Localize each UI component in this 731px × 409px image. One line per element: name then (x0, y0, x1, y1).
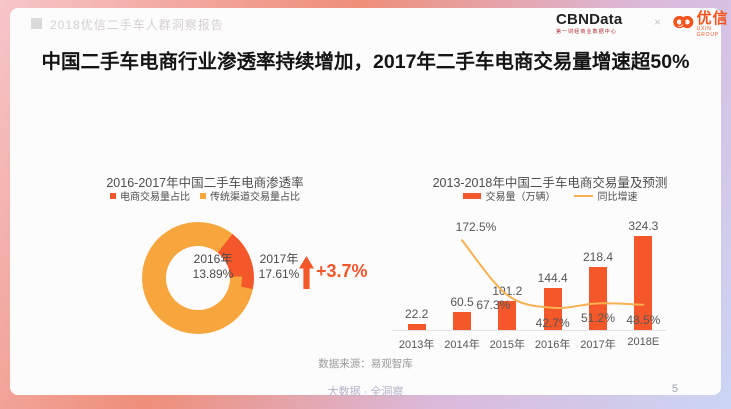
bar-2013年 (407, 323, 426, 330)
bar-chart-plot: 22.2 2013年 60.5 2014年 101.2 2015年 144.4 2016年 21… (392, 216, 666, 351)
donut-2016-value: 13.89% (192, 267, 234, 281)
bar-chart-legend: 交易量（万辆） 同比增速 (400, 188, 700, 203)
growth-value-label: 48.5% (626, 312, 661, 327)
legend-label: 电商交易量占比 (120, 192, 190, 203)
legend-label: 交易量（万辆） (485, 192, 556, 203)
x-axis-label: 2018E (627, 336, 660, 348)
bar-2016年 (543, 288, 562, 330)
bar-value-label: 218.4 (582, 249, 614, 264)
cbndata-logo: CBNData 第一财经商业数据中心 (556, 11, 623, 36)
donut-2016-year: 2016年 (193, 252, 233, 266)
header-square-icon (31, 18, 42, 29)
donut-label-2017: 2017年 17.61% (250, 252, 308, 282)
legend-swatch-line (573, 194, 593, 197)
growth-value-label: 67.3% (476, 298, 511, 312)
uxin-rings-icon (673, 15, 694, 29)
donut-chart-legend: 电商交易量占比 传统渠道交易量占比 (60, 188, 350, 203)
donut-label-2016: 2016年 13.89% (168, 252, 258, 282)
bar-2014年 (453, 312, 471, 330)
uxin-logo: 优信 UXIN GROUP (672, 11, 731, 38)
legend-item-traditional: 传统渠道交易量占比 (200, 188, 300, 203)
x-axis-label: 2014年 (444, 339, 480, 351)
bar-value-label: 22.2 (404, 306, 429, 321)
x-axis-label: 2013年 (398, 339, 435, 351)
growth-line (461, 239, 645, 310)
logo-separator: × (654, 15, 662, 29)
arrow-up-icon (299, 256, 314, 289)
page-number: 5 (671, 383, 678, 395)
donut-2017-year: 2017年 (259, 252, 299, 266)
donut-hole (166, 246, 230, 310)
data-source-note: 数据来源：易观智库 (318, 358, 413, 370)
bar-value-label: 60.5 (450, 295, 474, 310)
delta-label: +3.7% (316, 261, 368, 281)
legend-swatch-bar (462, 192, 481, 199)
cbndata-logo-text: CBNData (556, 11, 623, 28)
x-axis-line (392, 330, 666, 331)
legend-item-growth: 同比增速 (573, 188, 638, 203)
growth-value-label: 42.7% (535, 315, 570, 330)
bar-2015年 (498, 300, 517, 330)
cbndata-logo-subtitle: 第一财经商业数据中心 (556, 29, 618, 35)
growth-value-label: 51.2% (580, 311, 616, 326)
legend-item-volume: 交易量（万辆） (462, 188, 556, 203)
bar-chart-title: 2013-2018年中国二手车电商交易量及预测 (432, 176, 668, 190)
legend-label: 传统渠道交易量占比 (210, 192, 300, 203)
x-axis-label: 2017年 (580, 339, 616, 351)
x-axis-label: 2016年 (534, 339, 571, 351)
bar-2018E (634, 235, 653, 330)
bar-value-label: 324.3 (628, 218, 659, 233)
uxin-logo-text: 优信 (696, 10, 729, 27)
bar-value-label: 144.4 (537, 271, 568, 286)
donut-chart (142, 222, 254, 334)
growth-value-label: 172.5% (455, 220, 497, 235)
legend-swatch-red (110, 192, 116, 199)
report-title: 2018优信二手车人群洞察报告 (50, 18, 224, 32)
legend-label: 同比增速 (597, 192, 638, 203)
donut-chart-title: 2016-2017年中国二手车电商渗透率 (106, 176, 304, 190)
footer-slogan: 大数据 · 全洞察 (327, 386, 404, 398)
page-title: 中国二手车电商行业渗透率持续增加，2017年二手车电商交易量增速超50% (41, 51, 690, 73)
legend-swatch-yellow (200, 192, 206, 199)
bar-2017年 (589, 266, 607, 330)
x-axis-label: 2015年 (489, 339, 526, 351)
donut-2017-value: 17.61% (258, 267, 300, 281)
uxin-logo-subtitle: UXIN GROUP (696, 26, 719, 38)
legend-item-ecommerce: 电商交易量占比 (110, 188, 190, 203)
